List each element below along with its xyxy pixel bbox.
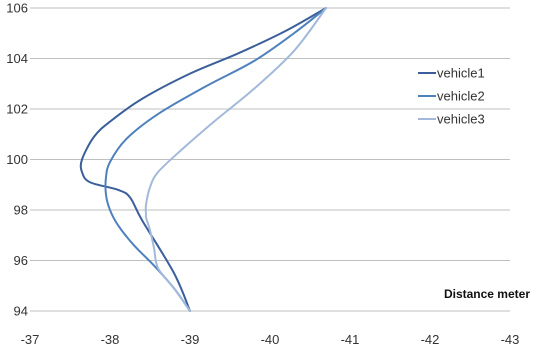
x-tick-labels: -37 -38 -39 -40 -41 -42 -43 (21, 332, 520, 347)
y-tick-label: 100 (6, 152, 28, 167)
series-lines (79, 7, 327, 312)
x-axis-title: Distance meter (444, 287, 530, 301)
series-line-vehicle2 (104, 7, 327, 312)
x-tick-label: -41 (341, 332, 360, 347)
legend: vehicle1 vehicle2 vehicle3 (418, 66, 485, 127)
y-tick-label: 96 (14, 253, 28, 268)
x-tick-label: -37 (21, 332, 40, 347)
y-tick-label: 102 (6, 102, 28, 117)
x-tick-label: -39 (181, 332, 200, 347)
gridlines (30, 7, 510, 312)
legend-label-vehicle3: vehicle3 (437, 112, 485, 127)
series-line-vehicle3 (144, 7, 327, 312)
y-tick-label: 104 (6, 51, 28, 66)
y-tick-label: 98 (14, 203, 28, 218)
x-tick-label: -38 (101, 332, 120, 347)
legend-label-vehicle1: vehicle1 (437, 66, 485, 81)
series-line-vehicle1 (79, 7, 327, 312)
y-tick-label: 94 (14, 304, 28, 319)
legend-label-vehicle2: vehicle2 (437, 89, 485, 104)
y-tick-label: 106 (6, 1, 28, 16)
x-tick-label: -43 (501, 332, 520, 347)
x-tick-label: -42 (421, 332, 440, 347)
y-tick-labels: 94 96 98 100 102 104 106 (6, 1, 28, 319)
x-tick-label: -40 (261, 332, 280, 347)
